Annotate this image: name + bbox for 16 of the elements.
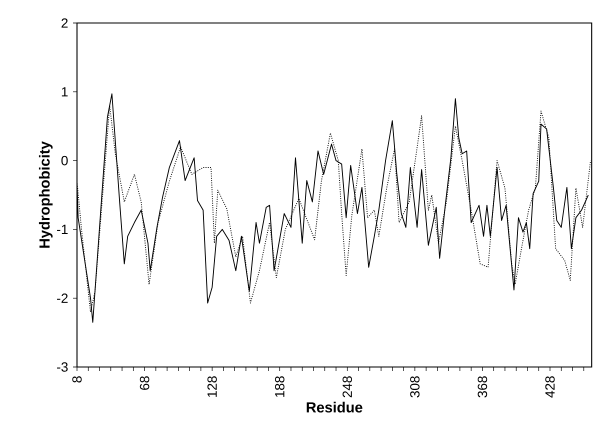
- x-tick-label: 248: [342, 376, 352, 398]
- x-tick-label: 428: [545, 376, 555, 398]
- y-axis-title: Hydrophobicity: [38, 141, 53, 248]
- x-tick-label: 128: [207, 376, 217, 397]
- y-tick-label: -3: [57, 362, 68, 372]
- x-tick-label: 8: [72, 376, 82, 383]
- y-tick-label: 2: [62, 18, 68, 28]
- x-tick-label: 68: [140, 376, 150, 390]
- x-tick-label: 308: [410, 376, 420, 398]
- y-tick-label: -2: [57, 294, 68, 303]
- x-tick-label: 368: [478, 376, 488, 398]
- y-tick-label: -1: [57, 224, 68, 234]
- y-tick-label: 1: [62, 87, 68, 96]
- y-tick-label: 0: [61, 156, 68, 166]
- x-axis-title: Residue: [306, 402, 362, 413]
- x-tick-label: 188: [275, 376, 284, 397]
